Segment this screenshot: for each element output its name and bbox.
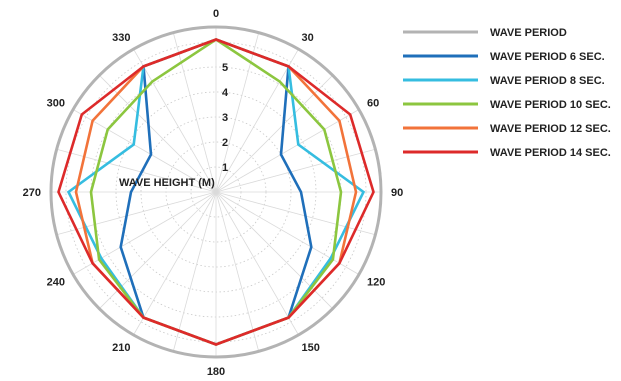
- legend-label: WAVE PERIOD 12 SEC.: [490, 123, 611, 135]
- angle-label: 210: [112, 342, 130, 354]
- angle-label: 300: [47, 98, 65, 110]
- spoke: [133, 191, 217, 336]
- radial-axis-label: WAVE HEIGHT (M): [119, 177, 215, 189]
- outline-circle: [49, 25, 383, 359]
- spoke: [215, 191, 360, 275]
- angle-label: 150: [302, 342, 320, 354]
- spoke: [172, 191, 217, 352]
- angle-label: 30: [302, 32, 314, 44]
- series-5-line: [57, 38, 375, 346]
- spoke: [99, 191, 217, 309]
- angle-label: 240: [47, 277, 65, 289]
- legend-label: WAVE PERIOD 10 SEC.: [490, 99, 611, 111]
- spoke: [133, 48, 217, 193]
- legend: WAVE PERIOD WAVE PERIOD 6 SEC. WAVE PERIOD…: [403, 27, 611, 159]
- spokes: [49, 25, 383, 359]
- radial-tick-label: 3: [222, 112, 228, 124]
- spoke: [172, 32, 217, 193]
- angle-label: 120: [367, 277, 385, 289]
- legend-label: WAVE PERIOD 6 SEC.: [490, 51, 605, 63]
- angle-label: 270: [23, 187, 41, 199]
- legend-label: WAVE PERIOD 8 SEC.: [490, 75, 605, 87]
- angle-label: 180: [207, 366, 225, 378]
- spoke: [215, 32, 260, 193]
- spoke: [215, 191, 260, 352]
- spoke: [215, 75, 333, 193]
- series-layer: [57, 37, 375, 346]
- radial-tick-label: 5: [222, 62, 228, 74]
- radial-tick-label: 1: [222, 162, 228, 174]
- spoke: [215, 191, 333, 309]
- angle-label: 330: [112, 32, 130, 44]
- radial-ticks: 1 2 3 4 5: [222, 62, 229, 174]
- legend-label: WAVE PERIOD: [490, 27, 567, 39]
- spoke: [215, 109, 360, 193]
- angle-label: 90: [391, 187, 403, 199]
- radial-tick-label: 2: [222, 137, 228, 149]
- angle-label: 60: [367, 98, 379, 110]
- spoke: [215, 191, 299, 336]
- angle-labels: 0 30 60 90 120 150 180 210 240 270 300 330: [23, 8, 404, 378]
- spoke: [99, 75, 217, 193]
- legend-label: WAVE PERIOD 14 SEC.: [490, 147, 611, 159]
- angle-label: 0: [213, 8, 219, 20]
- radial-tick-label: 4: [222, 87, 229, 99]
- spoke: [215, 48, 299, 193]
- spoke: [72, 191, 217, 275]
- spoke: [72, 109, 217, 193]
